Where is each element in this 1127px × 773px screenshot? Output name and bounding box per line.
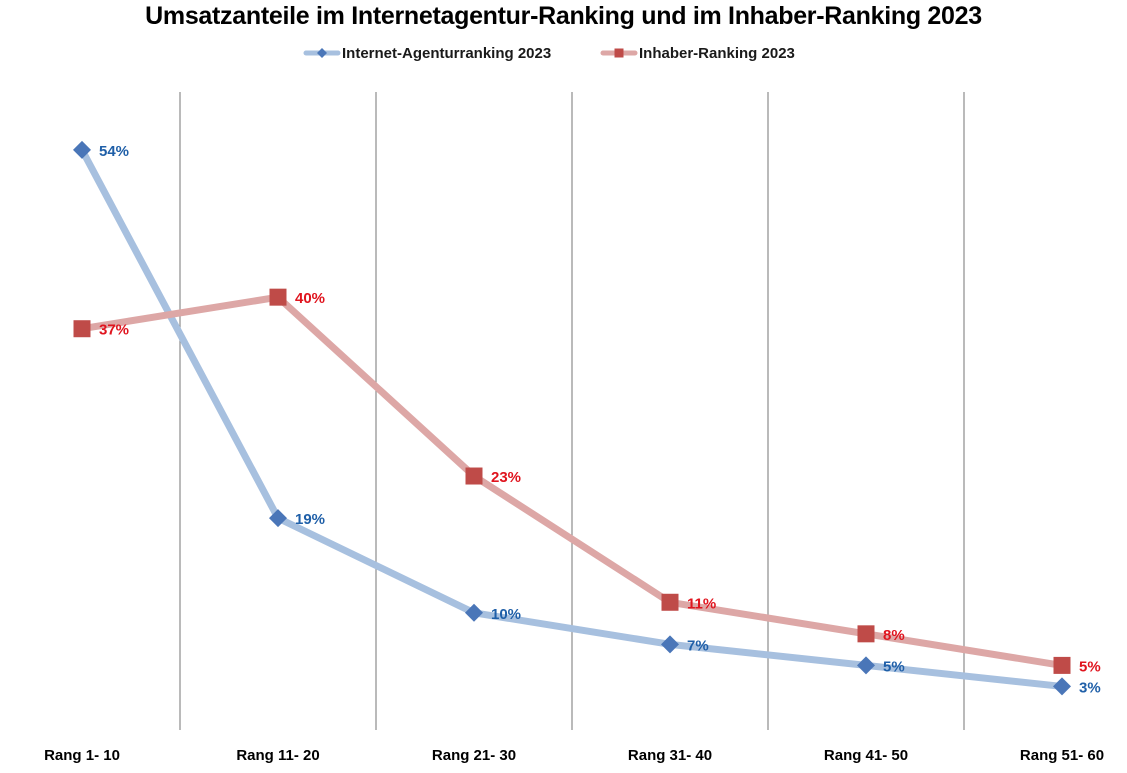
data-label: 5%: [1079, 658, 1101, 675]
data-point-diamond: [661, 635, 679, 654]
data-label: 19%: [295, 511, 325, 528]
data-label: 54%: [99, 143, 129, 160]
data-point-diamond: [857, 656, 875, 675]
data-label: 3%: [1079, 679, 1101, 696]
series-inhaber-ranking: [73, 288, 1071, 674]
data-label: 10%: [491, 606, 521, 623]
data-point-square: [1053, 656, 1071, 674]
data-point-square: [661, 593, 679, 611]
data-labels: 54% 19% 10% 7% 5% 3% 37% 40% 23% 11% 8% 5%: [99, 143, 1101, 697]
data-point-square: [269, 288, 287, 306]
x-tick-label: Rang 41- 50: [824, 747, 908, 764]
series-line: [78, 146, 1066, 690]
data-point-square: [465, 467, 483, 485]
x-tick-label: Rang 31- 40: [628, 747, 712, 764]
data-point-diamond: [1053, 677, 1071, 696]
legend-label: Internet-Agenturranking 2023: [342, 45, 551, 62]
legend-item-inhaber-ranking: Inhaber-Ranking 2023: [600, 45, 795, 62]
x-tick-label: Rang 51- 60: [1020, 747, 1104, 764]
x-tick-label: Rang 21- 30: [432, 747, 516, 764]
x-tick-label: Rang 11- 20: [236, 747, 319, 764]
chart-title: Umsatzanteile im Internetagentur-Ranking…: [145, 2, 982, 30]
data-label: 11%: [687, 595, 716, 612]
data-label: 23%: [491, 469, 521, 486]
legend: Internet-Agenturranking 2023 Inhaber-Rank…: [303, 45, 795, 62]
legend-label: Inhaber-Ranking 2023: [639, 45, 795, 62]
data-label: 8%: [883, 627, 905, 644]
x-tick-label: Rang 1- 10: [44, 747, 120, 764]
series-internet-agenturranking: [73, 140, 1071, 696]
data-label: 37%: [99, 322, 129, 339]
data-point-diamond: [73, 140, 91, 159]
legend-diamond-marker: [317, 48, 327, 58]
x-axis-ticks: Rang 1- 10 Rang 11- 20 Rang 21- 30 Rang 31-…: [44, 747, 1104, 764]
legend-item-internet-agenturranking: Internet-Agenturranking 2023: [303, 45, 551, 62]
data-point-square: [73, 320, 91, 338]
grid-lines: [179, 92, 965, 730]
series-group: [73, 140, 1071, 696]
data-point-diamond: [465, 603, 483, 622]
legend-square-marker: [614, 48, 624, 58]
data-label: 7%: [687, 637, 709, 654]
data-label: 5%: [883, 658, 905, 675]
series-line: [78, 293, 1066, 669]
data-label: 40%: [295, 290, 325, 307]
data-point-square: [857, 625, 875, 643]
data-point-diamond: [269, 509, 287, 528]
